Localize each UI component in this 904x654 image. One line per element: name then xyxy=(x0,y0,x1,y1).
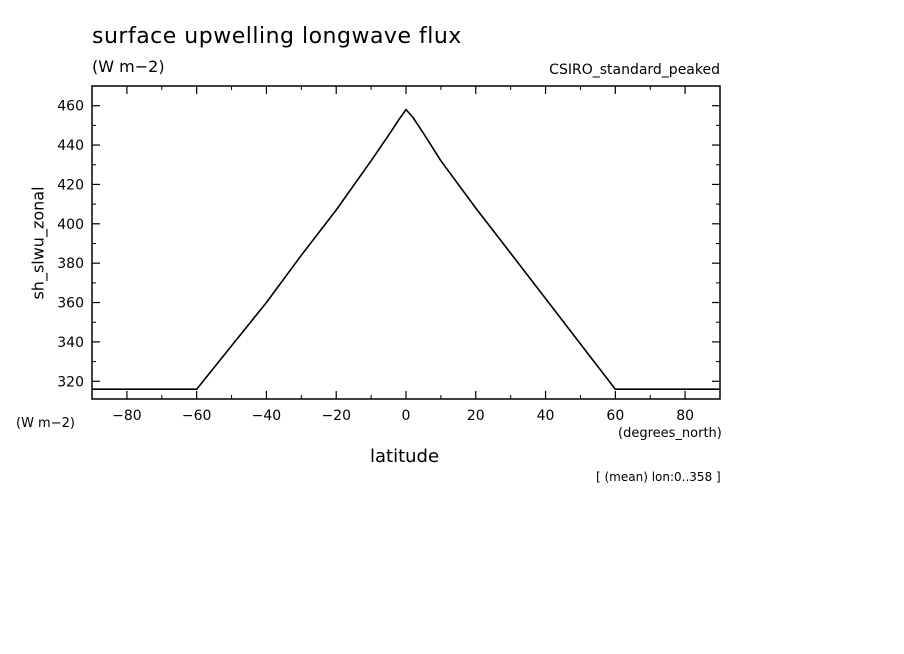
x-tick-label: 0 xyxy=(402,408,411,424)
series-line xyxy=(92,108,720,391)
model-name: CSIRO_standard_peaked xyxy=(549,62,720,78)
averaging-note: [ (mean) lon:0..358 ] xyxy=(596,470,721,484)
x-tick-label: −60 xyxy=(182,408,212,424)
x-tick-label: −80 xyxy=(112,408,142,424)
data-lines xyxy=(92,108,720,391)
x-tick-label: −40 xyxy=(252,408,282,424)
x-axis-units: (degrees_north) xyxy=(618,426,722,441)
y-tick-label: 340 xyxy=(57,335,84,351)
title-units: (W m−2) xyxy=(92,57,165,76)
y-tick-label: 320 xyxy=(57,374,84,390)
x-axis-label: latitude xyxy=(370,446,440,467)
y-tick-label: 380 xyxy=(57,256,84,272)
y-tick-label: 400 xyxy=(57,217,84,233)
y-tick-label: 360 xyxy=(57,296,84,312)
x-tick-label: 40 xyxy=(537,408,555,424)
y-axis-label: sh_slwu_zonal xyxy=(28,186,48,300)
plot-frame xyxy=(91,85,721,400)
x-tick-label: 80 xyxy=(676,408,694,424)
tick-labels: −80 −60 −40 −20 0 20 40 60 80 320 340 360 380 400 420 4… xyxy=(57,99,694,424)
x-tick-label: 60 xyxy=(606,408,624,424)
y-tick-label: 420 xyxy=(57,177,84,193)
x-tick-label: 20 xyxy=(467,408,485,424)
y-tick-label: 440 xyxy=(57,138,84,154)
y-axis-units: (W m−2) xyxy=(16,416,75,431)
y-tick-label: 460 xyxy=(57,99,84,115)
x-tick-label: −20 xyxy=(321,408,351,424)
chart-title: surface upwelling longwave flux xyxy=(92,24,462,49)
axis-ticks xyxy=(91,85,721,399)
